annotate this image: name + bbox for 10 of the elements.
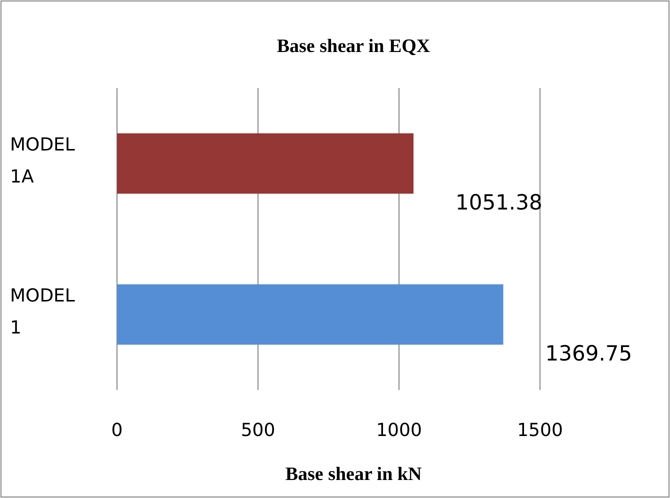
x-tick-label: 1500 (517, 420, 563, 441)
chart-title: Base shear in EQX (276, 36, 430, 57)
x-tick-label: 500 (240, 420, 276, 441)
x-axis-title: Base shear in kN (285, 464, 422, 485)
y-tick-label: MODEL 1A (10, 134, 75, 188)
y-tick-label: MODEL 1 (10, 286, 75, 338)
x-tick-label: 0 (111, 420, 123, 441)
data-label: 1369.75 (545, 342, 632, 366)
data-label: 1051.38 (455, 190, 542, 215)
x-tick-label: 1000 (376, 420, 422, 441)
